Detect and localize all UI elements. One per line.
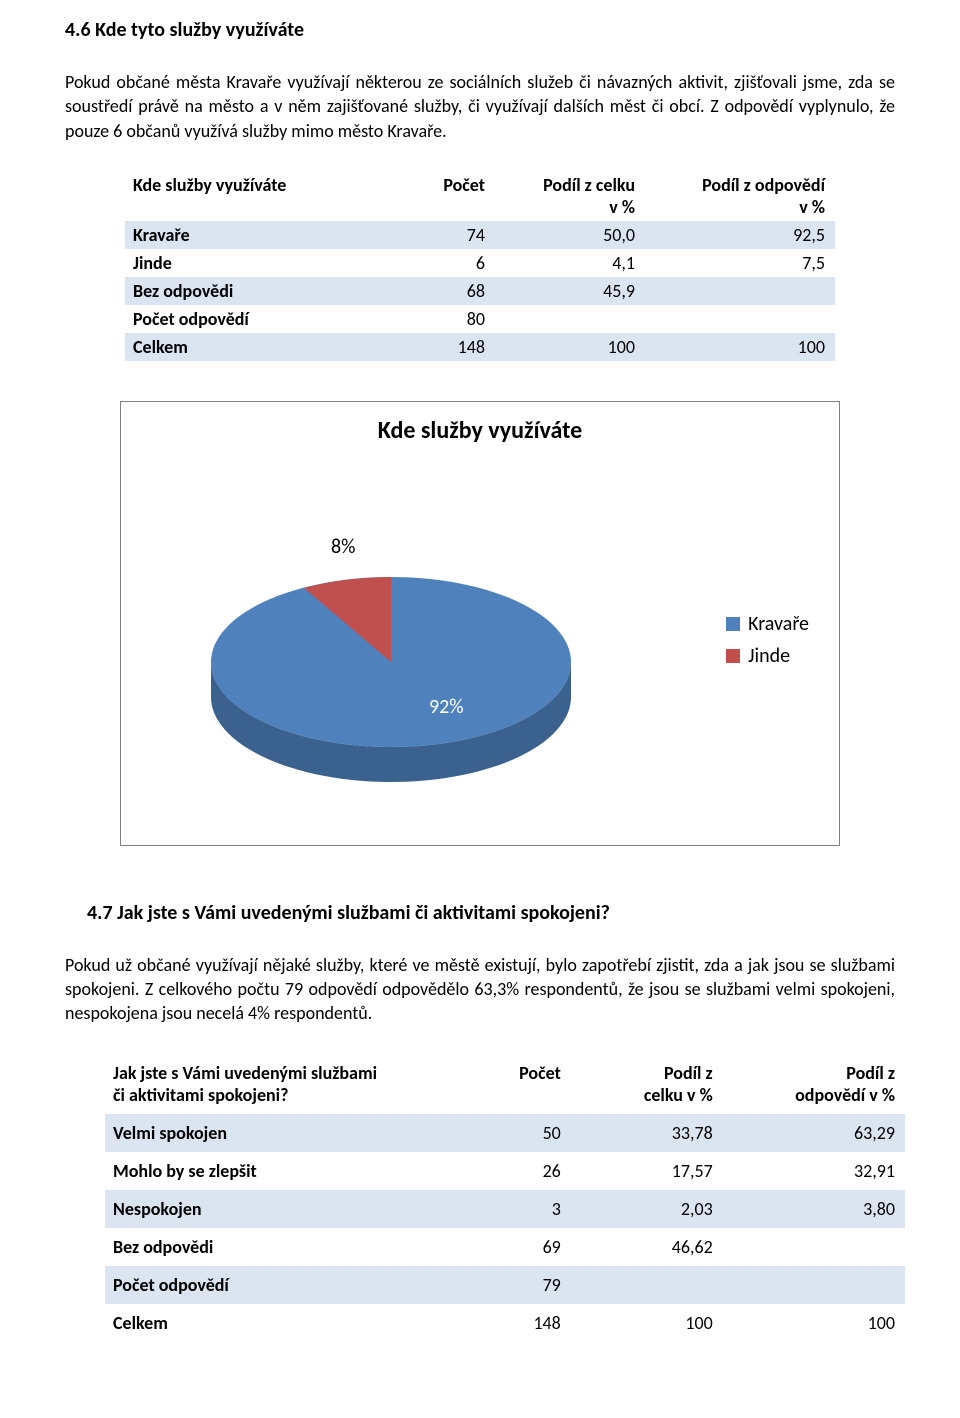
table-cell: Bez odpovědi <box>125 277 385 305</box>
table-cell: Kravaře <box>125 221 385 249</box>
table-cell: 100 <box>645 333 835 361</box>
table-row: Nespokojen32,033,80 <box>105 1190 905 1228</box>
table-row: Počet odpovědí79 <box>105 1266 905 1304</box>
table-cell: 148 <box>385 333 495 361</box>
table-cell: 100 <box>495 333 645 361</box>
col-header-line: v % <box>609 196 635 218</box>
table-cell <box>723 1228 905 1266</box>
table-cell: 17,57 <box>571 1152 723 1190</box>
chart-title: Kde služby využíváte <box>121 416 839 445</box>
table-cell: 7,5 <box>645 249 835 277</box>
table-cell: Nespokojen <box>105 1190 449 1228</box>
pie-chart: Kde služby využíváte 8% 92% Kravaře Jinde <box>120 401 840 846</box>
table-cell: 33,78 <box>571 1114 723 1152</box>
table-cell <box>495 305 645 333</box>
table-cell: 46,62 <box>571 1228 723 1266</box>
table-cell: 80 <box>385 305 495 333</box>
section-1-paragraph: Pokud občané města Kravaře využívají něk… <box>65 70 895 143</box>
legend-label: Jinde <box>748 644 790 668</box>
col-header: Podíl z celku v % <box>495 171 645 221</box>
col-header-line: či aktivitami spokojeni? <box>113 1084 288 1106</box>
table-cell <box>723 1266 905 1304</box>
col-header-line: Podíl z <box>664 1062 713 1084</box>
col-header-line: Podíl z <box>846 1062 895 1084</box>
table-1: Kde služby využíváte Počet Podíl z celku… <box>125 171 835 361</box>
col-header: Počet <box>449 1054 571 1114</box>
table-cell: 69 <box>449 1228 571 1266</box>
table-row: Bez odpovědi6845,9 <box>125 277 835 305</box>
col-header-line: Podíl z odpovědí <box>702 174 825 196</box>
table-cell: Celkem <box>105 1304 449 1342</box>
table-cell: 2,03 <box>571 1190 723 1228</box>
table-cell: 79 <box>449 1266 571 1304</box>
col-header-line: Jak jste s Vámi uvedenými službami <box>113 1062 377 1084</box>
table-cell: 74 <box>385 221 495 249</box>
slice-label-8: 8% <box>331 535 355 559</box>
col-header-line: v % <box>799 196 825 218</box>
table-cell: 3,80 <box>723 1190 905 1228</box>
legend-item: Jinde <box>726 644 809 668</box>
table-cell: Velmi spokojen <box>105 1114 449 1152</box>
table-cell: 3 <box>449 1190 571 1228</box>
col-header-line: Podíl z celku <box>543 174 635 196</box>
table-row: Celkem148100100 <box>125 333 835 361</box>
table-row: Mohlo by se zlepšit2617,5732,91 <box>105 1152 905 1190</box>
col-header: Kde služby využíváte <box>125 171 385 221</box>
chart-legend: Kravaře Jinde <box>726 612 809 676</box>
col-header: Podíl z odpovědí v % <box>645 171 835 221</box>
table-row: Jak jste s Vámi uvedenými službami či ak… <box>105 1054 905 1114</box>
table-row: Bez odpovědi6946,62 <box>105 1228 905 1266</box>
table-cell: 4,1 <box>495 249 645 277</box>
table-cell <box>571 1266 723 1304</box>
col-header: Jak jste s Vámi uvedenými službami či ak… <box>105 1054 449 1114</box>
legend-item: Kravaře <box>726 612 809 636</box>
table-cell: Počet odpovědí <box>105 1266 449 1304</box>
table-row: Jinde64,17,5 <box>125 249 835 277</box>
table-cell: 50,0 <box>495 221 645 249</box>
table-row: Počet odpovědí80 <box>125 305 835 333</box>
col-header-line: odpovědí v % <box>795 1084 895 1106</box>
page: 4.6 Kde tyto služby využíváte Pokud obča… <box>0 0 960 1382</box>
table-cell: 68 <box>385 277 495 305</box>
table-2: Jak jste s Vámi uvedenými službami či ak… <box>105 1054 905 1342</box>
table-cell: 63,29 <box>723 1114 905 1152</box>
legend-swatch-icon <box>726 649 740 663</box>
table-cell <box>645 277 835 305</box>
table-cell: 92,5 <box>645 221 835 249</box>
table-row: Celkem148100100 <box>105 1304 905 1342</box>
slice-label-92: 92% <box>429 695 464 719</box>
pie-wrap: 8% 92% <box>201 512 581 812</box>
table-row: Velmi spokojen5033,7863,29 <box>105 1114 905 1152</box>
section-2-paragraph: Pokud už občané využívají nějaké služby,… <box>65 953 895 1026</box>
table-cell: 32,91 <box>723 1152 905 1190</box>
section-1-heading: 4.6 Kde tyto služby využíváte <box>65 18 895 42</box>
section-2-heading: 4.7 Jak jste s Vámi uvedenými službami č… <box>87 901 895 925</box>
table-cell: Jinde <box>125 249 385 277</box>
col-header: Počet <box>385 171 495 221</box>
table-cell: Celkem <box>125 333 385 361</box>
table-cell: 26 <box>449 1152 571 1190</box>
table-cell: 6 <box>385 249 495 277</box>
table-row: Kravaře7450,092,5 <box>125 221 835 249</box>
table-cell: 50 <box>449 1114 571 1152</box>
col-header: Podíl z odpovědí v % <box>723 1054 905 1114</box>
table-cell: 45,9 <box>495 277 645 305</box>
pie-svg <box>201 512 581 812</box>
table-cell: Počet odpovědí <box>125 305 385 333</box>
table-cell: 100 <box>723 1304 905 1342</box>
table-cell <box>645 305 835 333</box>
table-cell: Mohlo by se zlepšit <box>105 1152 449 1190</box>
col-header: Podíl z celku v % <box>571 1054 723 1114</box>
table-cell: 100 <box>571 1304 723 1342</box>
legend-swatch-icon <box>726 617 740 631</box>
legend-label: Kravaře <box>748 612 809 636</box>
table-cell: 148 <box>449 1304 571 1342</box>
table-row: Kde služby využíváte Počet Podíl z celku… <box>125 171 835 221</box>
col-header-line: celku v % <box>644 1084 713 1106</box>
table-cell: Bez odpovědi <box>105 1228 449 1266</box>
